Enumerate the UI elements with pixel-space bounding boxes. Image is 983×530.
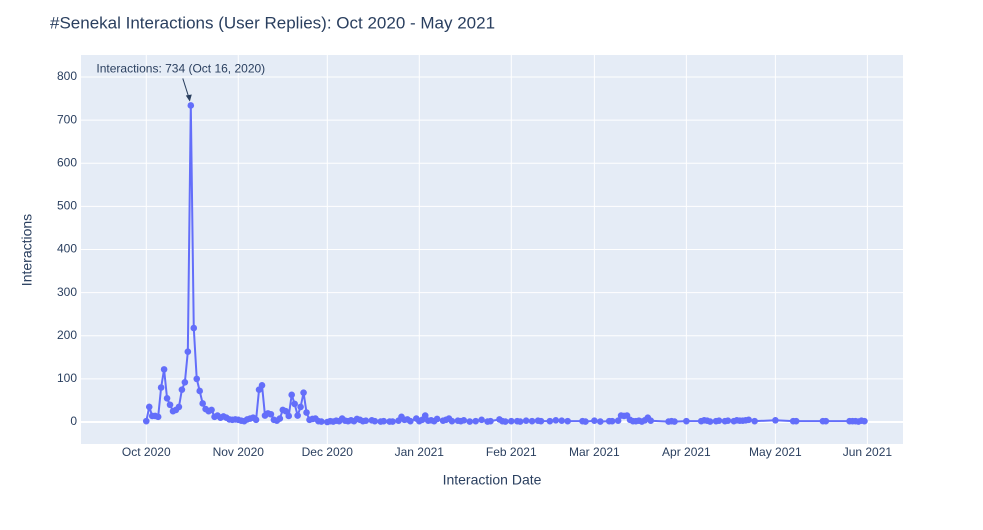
data-point bbox=[318, 418, 325, 425]
data-point bbox=[190, 324, 198, 332]
data-point bbox=[181, 379, 189, 386]
data-point bbox=[861, 417, 868, 425]
annotation-arrowhead bbox=[185, 94, 192, 102]
data-point bbox=[671, 418, 678, 425]
y-tick-label: 500 bbox=[57, 199, 77, 213]
data-point bbox=[522, 417, 530, 425]
data-point bbox=[178, 386, 186, 393]
data-point bbox=[564, 417, 571, 425]
data-point bbox=[193, 375, 201, 383]
y-tick-label: 700 bbox=[57, 112, 77, 126]
data-point bbox=[166, 401, 174, 409]
x-tick-label: Feb 2021 bbox=[486, 445, 537, 459]
data-point bbox=[267, 410, 275, 418]
data-point bbox=[647, 417, 655, 425]
x-axis-label: Interaction Date bbox=[443, 472, 542, 488]
data-point bbox=[582, 418, 589, 425]
data-point bbox=[822, 417, 830, 425]
y-tick-label: 400 bbox=[57, 242, 77, 256]
data-point bbox=[537, 417, 545, 425]
data-point bbox=[715, 417, 723, 425]
data-point bbox=[160, 366, 168, 373]
data-point bbox=[276, 415, 284, 422]
data-point bbox=[389, 418, 396, 425]
y-tick-label: 0 bbox=[70, 414, 77, 428]
data-point bbox=[433, 415, 441, 423]
data-point bbox=[466, 418, 474, 425]
data-point bbox=[706, 418, 714, 425]
data-point bbox=[421, 412, 429, 419]
data-point bbox=[154, 413, 162, 421]
data-point bbox=[187, 102, 195, 109]
chart-title: #Senekal Interactions (User Replies): Oc… bbox=[50, 13, 495, 32]
data-point bbox=[460, 416, 468, 424]
data-point bbox=[591, 417, 598, 425]
x-tick-label: Dec 2020 bbox=[302, 445, 354, 459]
x-tick-label: Oct 2020 bbox=[122, 445, 171, 459]
x-tick-label: Jan 2021 bbox=[395, 445, 445, 459]
data-point bbox=[614, 417, 622, 425]
data-point bbox=[157, 384, 165, 391]
data-point bbox=[552, 416, 560, 424]
data-point bbox=[546, 417, 554, 425]
x-tick-label: Mar 2021 bbox=[569, 445, 620, 459]
data-point bbox=[558, 417, 566, 425]
data-point bbox=[196, 387, 204, 395]
data-point bbox=[745, 416, 752, 424]
data-point bbox=[371, 417, 379, 425]
y-tick-label: 800 bbox=[57, 69, 77, 83]
data-point bbox=[258, 382, 266, 389]
data-point bbox=[724, 417, 732, 425]
data-point bbox=[516, 418, 524, 425]
x-tick-label: Nov 2020 bbox=[213, 445, 265, 459]
y-tick-label: 200 bbox=[57, 328, 77, 342]
data-point bbox=[751, 417, 758, 425]
data-point bbox=[163, 394, 171, 402]
data-point bbox=[175, 403, 183, 411]
data-point bbox=[683, 417, 690, 425]
data-point bbox=[528, 417, 536, 425]
x-tick-label: Jun 2021 bbox=[843, 445, 893, 459]
data-point bbox=[448, 417, 456, 425]
data-point bbox=[252, 416, 260, 424]
data-point bbox=[502, 418, 509, 425]
data-point bbox=[285, 412, 293, 420]
data-point bbox=[792, 417, 800, 425]
data-point bbox=[184, 348, 192, 356]
data-point bbox=[303, 409, 310, 416]
data-point bbox=[487, 417, 494, 425]
data-point bbox=[478, 416, 485, 424]
data-point bbox=[472, 417, 479, 425]
y-tick-label: 600 bbox=[57, 155, 77, 169]
data-point bbox=[294, 412, 301, 419]
data-point bbox=[282, 407, 290, 415]
y-tick-label: 300 bbox=[57, 285, 77, 299]
annotation: Interactions: 734 (Oct 16, 2020) bbox=[96, 62, 265, 76]
x-tick-label: Apr 2021 bbox=[662, 445, 711, 459]
x-tick-label: May 2021 bbox=[749, 445, 802, 459]
data-point bbox=[291, 400, 298, 408]
data-point bbox=[199, 400, 206, 407]
data-point bbox=[597, 418, 604, 425]
data-point bbox=[407, 417, 414, 425]
data-point bbox=[300, 389, 307, 396]
data-point bbox=[772, 416, 779, 424]
data-point bbox=[208, 406, 215, 414]
data-point bbox=[608, 417, 616, 425]
data-point bbox=[297, 403, 304, 411]
data-point bbox=[142, 417, 150, 425]
y-tick-label: 100 bbox=[57, 371, 77, 385]
data-point bbox=[362, 417, 370, 425]
data-point bbox=[507, 417, 515, 425]
data-point bbox=[145, 403, 153, 411]
data-point bbox=[288, 391, 295, 399]
y-axis-label: Interactions bbox=[19, 214, 35, 286]
data-point bbox=[380, 417, 387, 425]
